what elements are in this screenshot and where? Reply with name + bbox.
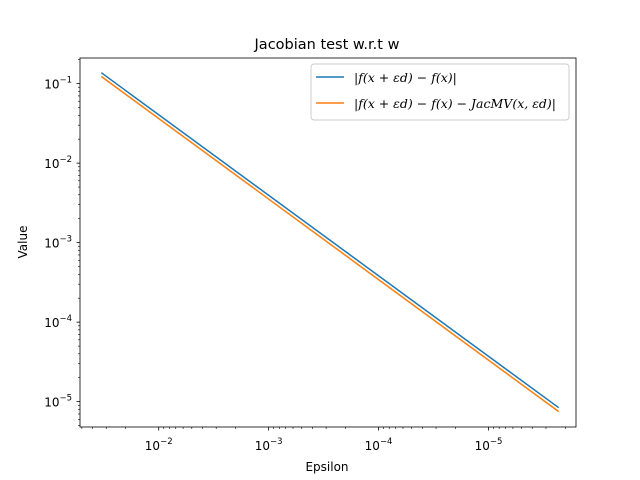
legend-box xyxy=(310,63,570,121)
y-axis-label: Value xyxy=(16,226,30,259)
series-line-1 xyxy=(100,72,560,409)
legend: |f(x + εd) − f(x)| |f(x + εd) − f(x) − J… xyxy=(310,63,570,121)
y-tick-label: 10−2 xyxy=(44,155,72,171)
x-tick-label: 10−4 xyxy=(365,437,393,453)
y-tick-label: 10−3 xyxy=(44,235,72,251)
x-tick-label: 10−3 xyxy=(255,437,283,453)
legend-label-series-2: |f(x + εd) − f(x) − JacMV(x, εd)| xyxy=(354,96,556,111)
y-tick-label: 10−4 xyxy=(44,314,72,330)
x-axis-ticks: 10−2 10−3 10−4 10−5 xyxy=(81,427,566,453)
x-axis-label: Epsilon xyxy=(305,460,348,474)
series-layer xyxy=(100,72,560,413)
y-tick-label: 10−5 xyxy=(44,394,72,410)
series-line-2 xyxy=(100,75,560,413)
chart-title: Jacobian test w.r.t w xyxy=(254,37,400,53)
x-tick-label: 10−5 xyxy=(475,437,503,453)
x-tick-label: 10−2 xyxy=(145,437,173,453)
plot-frame xyxy=(79,57,577,428)
legend-label-series-1: |f(x + εd) − f(x)| xyxy=(354,70,457,85)
y-tick-label: 10−1 xyxy=(44,76,72,92)
y-axis-ticks: 10−1 10−2 10−3 10−4 10−5 xyxy=(44,59,80,426)
